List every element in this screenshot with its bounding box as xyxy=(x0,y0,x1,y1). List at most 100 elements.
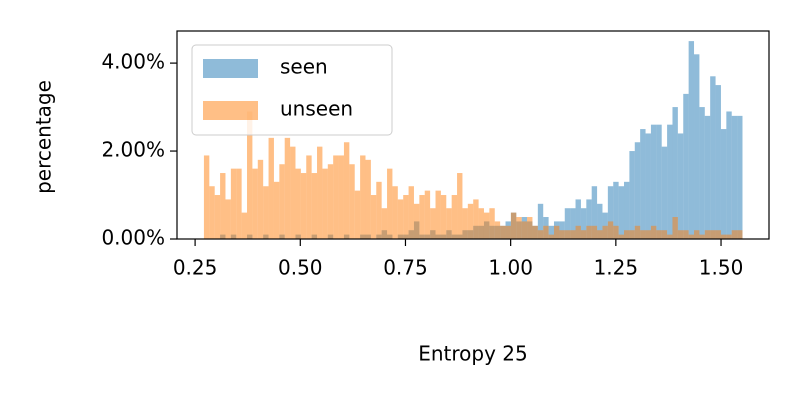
bar xyxy=(688,41,695,239)
bar xyxy=(629,230,635,239)
bar xyxy=(559,230,565,239)
bar xyxy=(424,190,431,239)
y-tick-label: 2.00% xyxy=(101,138,165,162)
bar xyxy=(483,212,490,239)
bar xyxy=(548,225,554,239)
plot-frame xyxy=(176,30,770,240)
bar xyxy=(726,234,732,239)
bar xyxy=(694,230,700,239)
bar xyxy=(602,225,608,239)
bar xyxy=(645,230,651,239)
bar xyxy=(290,146,296,239)
bar xyxy=(731,115,738,239)
bar xyxy=(564,208,571,239)
bar xyxy=(230,168,237,239)
bar xyxy=(397,199,404,239)
x-axis-label: Entropy 25 xyxy=(418,342,528,366)
bar xyxy=(688,234,695,239)
legend-swatch xyxy=(203,59,258,78)
bar xyxy=(650,225,657,239)
bar xyxy=(537,203,544,239)
x-tick-label: 1.25 xyxy=(594,256,639,280)
bar xyxy=(451,195,458,239)
bar xyxy=(537,230,544,239)
bar xyxy=(607,221,614,239)
bar xyxy=(570,230,576,239)
bar xyxy=(279,164,285,239)
bar xyxy=(338,155,344,239)
bar xyxy=(360,155,366,239)
bar xyxy=(257,159,264,239)
bar xyxy=(570,208,576,239)
bar xyxy=(354,190,361,239)
bar xyxy=(580,208,587,239)
bar xyxy=(618,234,625,239)
y-tick-label: 0.00% xyxy=(101,226,165,250)
bar xyxy=(343,142,350,239)
bar xyxy=(597,203,603,239)
bar xyxy=(252,168,258,239)
bar xyxy=(618,186,625,239)
bar xyxy=(236,168,242,239)
bar xyxy=(457,173,463,239)
bar xyxy=(381,208,388,239)
bar xyxy=(586,199,592,239)
bar xyxy=(683,230,689,239)
bar xyxy=(704,230,711,239)
x-tick-label: 0.75 xyxy=(383,256,428,280)
bar xyxy=(306,155,312,239)
bar xyxy=(225,199,231,239)
bar xyxy=(376,181,382,239)
bar xyxy=(527,217,533,239)
bar xyxy=(731,230,738,239)
bar xyxy=(656,230,662,239)
x-tick-label: 0.25 xyxy=(173,256,218,280)
bar xyxy=(667,234,673,239)
bar xyxy=(737,115,743,239)
bar xyxy=(553,225,560,239)
bar xyxy=(333,155,339,239)
bar xyxy=(710,230,716,239)
bar xyxy=(591,186,598,239)
bar xyxy=(613,225,619,239)
bar xyxy=(419,195,425,239)
bar xyxy=(575,199,581,239)
bar xyxy=(273,181,280,239)
bar xyxy=(403,195,409,239)
bar xyxy=(624,230,630,239)
bar xyxy=(462,208,468,239)
bar xyxy=(440,195,447,239)
bar xyxy=(311,173,318,239)
bar xyxy=(720,234,727,239)
bar xyxy=(677,133,684,239)
y-axis-label: percentage xyxy=(32,80,56,194)
bar xyxy=(650,124,657,239)
bar xyxy=(710,76,716,239)
bar xyxy=(575,225,581,239)
x-tick-label: 0.50 xyxy=(278,256,323,280)
bar xyxy=(629,151,635,239)
bar xyxy=(661,230,668,239)
bar xyxy=(672,217,678,239)
bar xyxy=(591,225,598,239)
bar xyxy=(543,225,549,239)
bar xyxy=(435,190,441,239)
bar xyxy=(726,111,732,239)
bar xyxy=(715,230,721,239)
bar xyxy=(327,164,334,239)
bar xyxy=(317,146,323,239)
bar xyxy=(634,142,641,239)
bar xyxy=(408,186,414,239)
bar xyxy=(580,230,587,239)
bar xyxy=(295,168,301,239)
bar xyxy=(667,124,673,239)
bar xyxy=(473,199,479,239)
bar xyxy=(597,230,603,239)
bar xyxy=(241,212,248,239)
bar xyxy=(392,186,398,239)
bar xyxy=(349,164,355,239)
bar xyxy=(516,217,522,239)
bar xyxy=(683,93,689,239)
bar xyxy=(672,107,678,239)
bar xyxy=(548,234,554,239)
